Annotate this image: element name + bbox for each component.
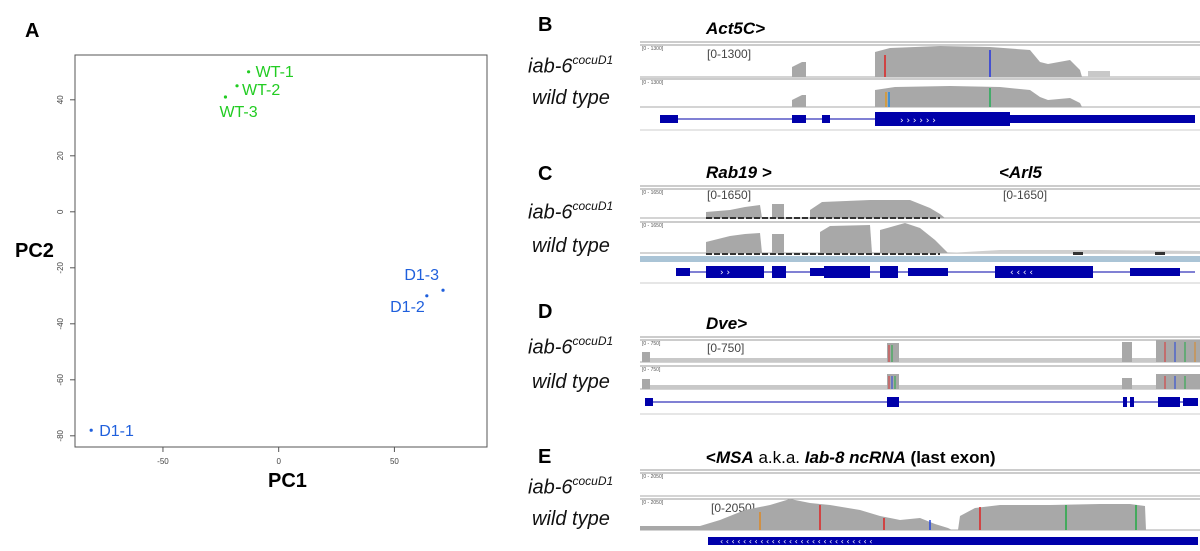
track-b-mutant (640, 41, 1200, 78)
track-label-wt-e: wild type (532, 508, 610, 530)
data-point-wt-3 (223, 95, 228, 99)
panel-label-b: B (538, 14, 553, 36)
data-point-d1-2 (425, 294, 429, 298)
gene-label-arl5: <Arl5 (999, 163, 1042, 182)
range-label-b: [0-1300] (707, 47, 752, 61)
mini-range-d2: [0 - 750] (642, 367, 661, 373)
gene-model-dve (645, 397, 1198, 407)
data-point-d1-1 (89, 428, 93, 432)
y-tick-label: 0 (56, 209, 65, 214)
x-tick-label: -50 (157, 457, 169, 466)
panel-label-e: E (538, 446, 552, 468)
mini-range-e2: [0 - 2050] (642, 500, 664, 506)
gene-label-msa: <MSA a.k.a. Iab-8 ncRNA (last exon) (706, 448, 996, 467)
x-axis-label: PC1 (268, 470, 307, 492)
mini-range-c2: [0 - 1650] (642, 223, 664, 229)
svg-text:‹ ‹ ‹ ‹: ‹ ‹ ‹ ‹ (1010, 268, 1033, 278)
track-b-wt (640, 78, 1200, 108)
y-tick-label: 20 (56, 151, 65, 160)
panel-label-c: C (538, 163, 553, 185)
mini-range-c1: [0 - 1650] (642, 190, 664, 196)
gene-label-act5c: Act5C> (706, 19, 766, 38)
range-label-c1: [0-1650] (707, 188, 752, 202)
track-d-wt (640, 365, 1200, 390)
y-tick-label: 40 (56, 95, 65, 104)
x-tick-label: 0 (276, 457, 281, 466)
y-tick-label: -60 (56, 373, 65, 385)
track-e-wt (640, 498, 1200, 531)
point-label-wt-1: WT-1 (256, 64, 294, 81)
gene-model-msa: ‹ ‹ ‹ ‹ ‹ ‹ ‹ ‹ ‹ ‹ ‹ ‹ ‹ ‹ ‹ ‹ ‹ ‹ ‹ ‹ … (708, 537, 1198, 546)
gene-model-rab19-arl5: › › ‹ ‹ ‹ ‹ (676, 266, 1195, 278)
gene-label-dve: Dve> (706, 314, 748, 333)
panel-label-a: A (25, 20, 40, 42)
x-tick-label: 50 (390, 457, 399, 466)
track-label-mutant-d: iab-6cocuD1 (528, 334, 614, 359)
plot-frame (74, 54, 488, 448)
track-label-wt-b: wild type (532, 87, 610, 109)
data-point-wt-2 (235, 84, 239, 88)
point-label-d1-2: D1-2 (390, 299, 425, 316)
range-label-d: [0-750] (707, 341, 745, 355)
track-label-wt-c: wild type (532, 235, 610, 257)
data-point-wt-1 (246, 70, 251, 74)
svg-text:› ›: › › (720, 268, 730, 278)
gene-label-rab19: Rab19 > (706, 163, 772, 182)
y-tick-label: -80 (56, 429, 65, 441)
track-e-mutant (640, 469, 1200, 497)
gene-model-act5c: › › › › › › (660, 112, 1195, 126)
svg-text:‹ ‹ ‹ ‹ ‹ ‹ ‹ ‹: ‹ ‹ ‹ ‹ ‹ ‹ ‹ ‹ ‹ ‹ ‹ ‹ ‹ ‹ ‹ ‹ ‹ ‹ ‹ ‹ … (720, 537, 873, 546)
track-c-wt (640, 221, 1200, 262)
mini-range-e1: [0 - 2050] (642, 474, 664, 480)
point-label-d1-3: D1-3 (404, 267, 439, 284)
svg-text:› › › › › ›: › › › › › › (900, 116, 936, 126)
track-label-mutant-b: iab-6cocuD1 (528, 53, 614, 78)
data-point-d1-3 (441, 288, 445, 292)
mini-range-b2: [0 - 1300] (642, 80, 664, 86)
panel-label-d: D (538, 301, 553, 323)
track-d-mutant (640, 336, 1200, 363)
track-label-mutant-e: iab-6cocuD1 (528, 474, 614, 499)
range-label-c2: [0-1650] (1003, 188, 1048, 202)
point-label-wt-3: WT-3 (219, 104, 257, 121)
y-tick-label: -20 (56, 261, 65, 273)
mini-range-b1: [0 - 1300] (642, 46, 664, 52)
point-label-wt-2: WT-2 (242, 82, 280, 99)
point-label-d1-1: D1-1 (99, 423, 134, 440)
track-label-wt-d: wild type (532, 371, 610, 393)
y-axis-label: PC2 (15, 240, 54, 262)
y-tick-label: -40 (56, 317, 65, 329)
mini-range-d1: [0 - 750] (642, 341, 661, 347)
track-label-mutant-c: iab-6cocuD1 (528, 199, 614, 224)
track-c-mutant (640, 185, 1200, 219)
